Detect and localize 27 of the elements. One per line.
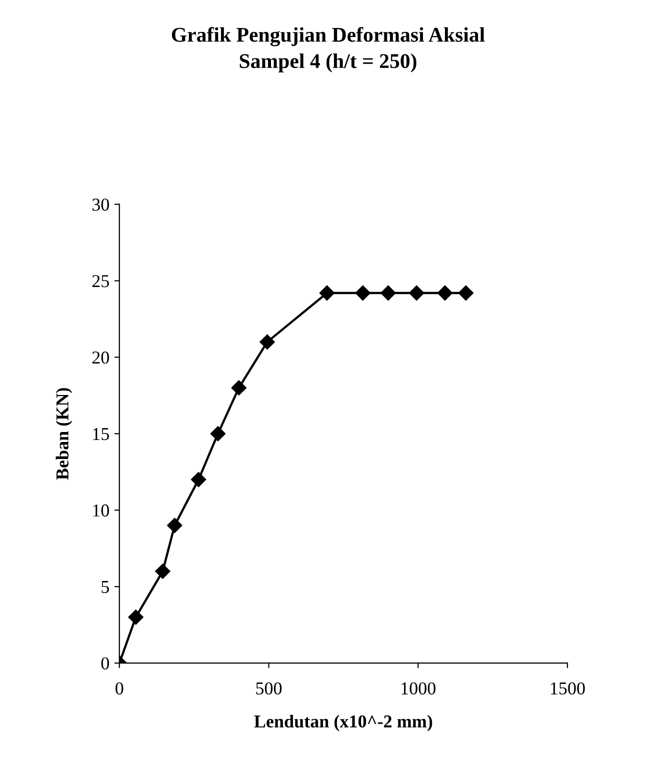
y-axis-title: Beban (KN) [56,388,72,480]
point [355,285,370,301]
x-axis-title: Lendutan (x10^-2 mm) [254,714,432,732]
y-tick-label: 0 [101,657,109,670]
y-tick-label: 25 [92,275,109,288]
point [210,426,226,442]
chart-title: Grafik Pengujian Deformasi Aksial Sampel 4 (h/t = 250) [172,26,485,72]
y-tick-label: 15 [93,428,109,440]
point [167,518,182,534]
x-tick-label: 500 [256,682,282,695]
point [155,564,170,579]
point [409,285,424,301]
y-tick-label: 5 [102,581,109,594]
point [319,285,335,301]
y-tick-label: 30 [92,198,109,211]
point [190,472,206,488]
x-tick-label: 0 [116,682,124,695]
point [458,285,474,301]
point [128,610,144,625]
point [380,285,396,301]
point [231,380,246,396]
y-tick-label: 10 [93,504,109,517]
x-tick-label: 1500 [550,682,585,695]
y-tick-label: 20 [92,351,109,364]
point [437,285,453,301]
point [260,334,275,350]
x-tick-label: 1000 [402,682,436,695]
